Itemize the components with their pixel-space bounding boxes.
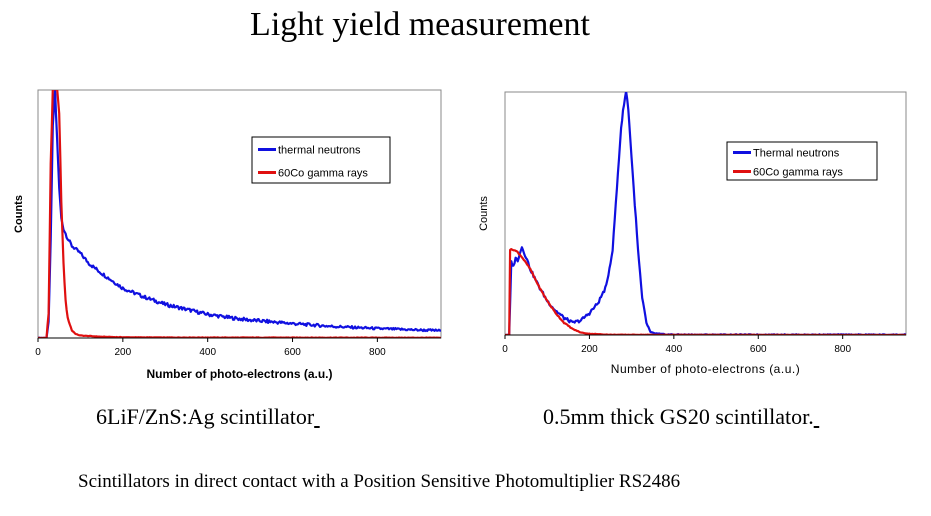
x-tick-label: 200 <box>114 347 131 358</box>
plot-area-group: 0 200 400 600 800 <box>502 91 907 355</box>
x-tick-label: 800 <box>369 347 386 358</box>
x-tick-label: 600 <box>284 347 301 358</box>
x-tick-label: 400 <box>665 344 682 355</box>
caption-right: 0.5mm thick GS20 scintillator. <box>543 404 819 430</box>
x-tick-label: 200 <box>581 344 598 355</box>
x-tick-label: 0 <box>35 347 41 358</box>
x-tick-label: 600 <box>750 344 767 355</box>
page-title: Light yield measurement <box>250 6 590 43</box>
x-axis: 0 200 400 600 800 <box>502 334 906 355</box>
plot-frame <box>504 91 907 336</box>
legend: Thermal neutrons 60Co gamma rays <box>726 141 878 181</box>
legend-label: 60Co gamma rays <box>278 168 368 180</box>
caption-right-text: 0.5mm thick GS20 scintillator. <box>543 404 814 429</box>
legend-label: thermal neutrons <box>278 145 361 157</box>
x-tick-label: 0 <box>502 344 508 355</box>
caption-underscore <box>814 404 820 429</box>
legend-box <box>251 136 391 184</box>
x-tick-label: 800 <box>834 344 851 355</box>
x-axis: 0 200 400 600 800 <box>35 337 441 358</box>
y-axis-label: Counts <box>13 195 25 233</box>
chart-left: 0 200 400 600 800 Counts Number of photo-ele… <box>13 89 442 381</box>
x-axis-label: Number of photo-electrons (a.u.) <box>147 367 333 381</box>
caption-underscore <box>314 404 320 429</box>
x-axis-label: Number of photo-electrons (a.u.) <box>611 362 800 376</box>
series-line-1 <box>505 248 906 335</box>
series-line-0 <box>38 90 441 338</box>
caption-left-text: 6LiF/ZnS:Ag scintillator <box>96 404 315 429</box>
caption-left: 6LiF/ZnS:Ag scintillator <box>96 404 320 430</box>
x-tick-label: 400 <box>199 347 216 358</box>
legend-label: 60Co gamma rays <box>753 167 843 179</box>
plot-area-group: 0 200 400 600 800 <box>35 89 442 358</box>
legend-box <box>726 141 878 181</box>
chart-right: 0 200 400 600 800 Counts Number of photo-ele… <box>478 91 907 376</box>
legend: thermal neutrons 60Co gamma rays <box>251 136 391 184</box>
y-axis-label: Counts <box>478 196 490 231</box>
legend-label: Thermal neutrons <box>753 148 840 160</box>
plot-frame <box>37 89 442 339</box>
footer-note: Scintillators in direct contact with a P… <box>78 471 681 492</box>
